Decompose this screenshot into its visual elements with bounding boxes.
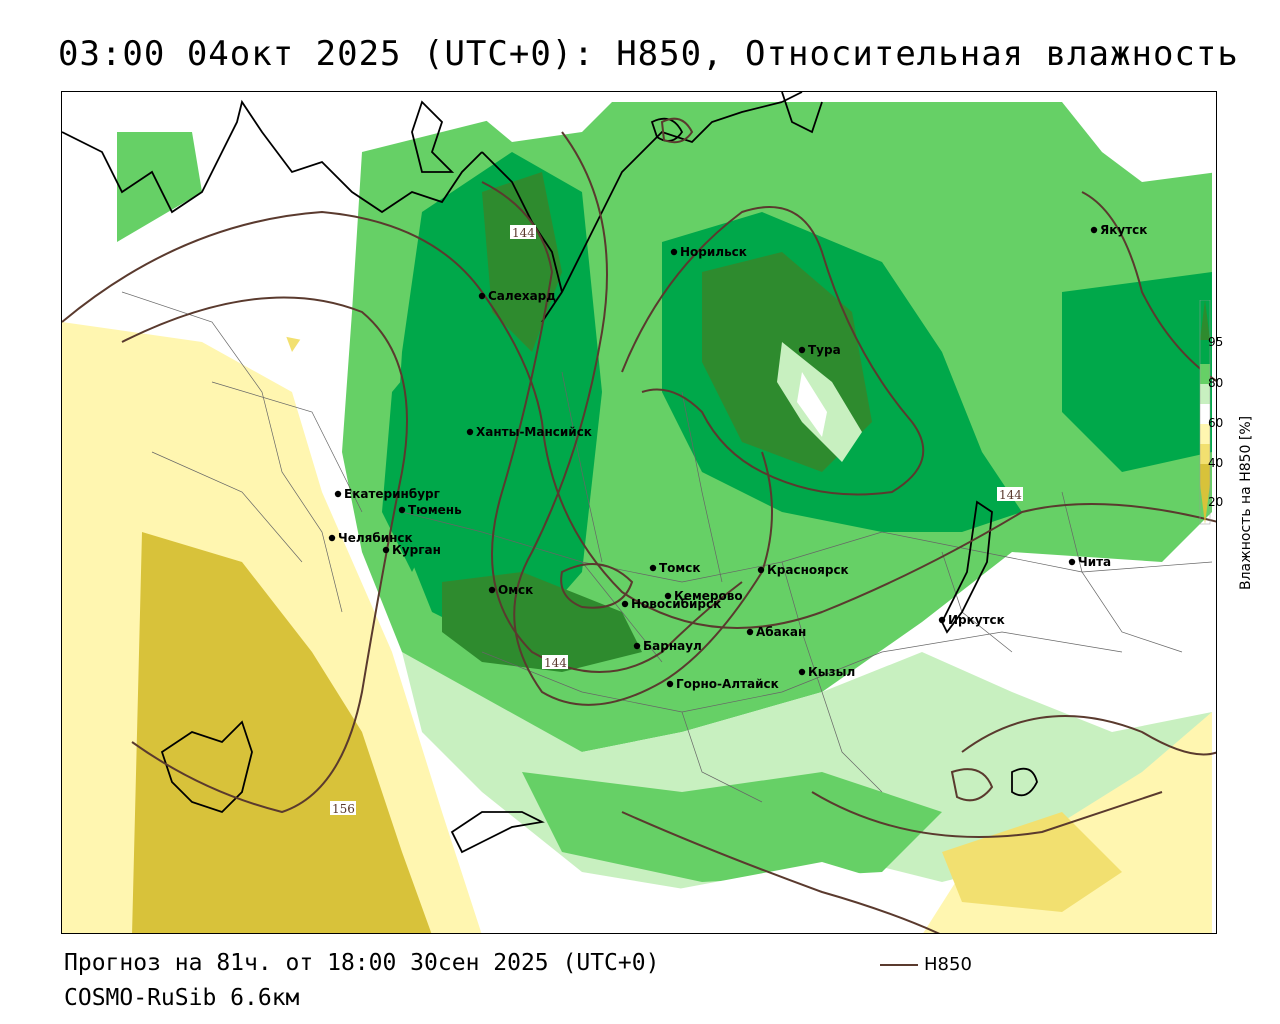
city-dot [757, 566, 765, 574]
city-label: Екатеринбург [344, 487, 440, 501]
city-label: Томск [659, 561, 701, 575]
city-marker: Барнаул [633, 639, 702, 653]
city-label: Якутск [1100, 223, 1147, 237]
city-dot [466, 428, 474, 436]
colorbar-swatch-80 [1200, 364, 1210, 384]
city-label: Горно-Алтайск [676, 677, 779, 691]
city-label: Красноярск [767, 563, 849, 577]
city-marker: Новосибирск [621, 597, 721, 611]
colorbar-swatch-20 [1200, 464, 1210, 484]
forecast-info: Прогноз на 81ч. от 18:00 30сен 2025 (UTC… [64, 950, 660, 976]
city-dot [478, 292, 486, 300]
city-marker: Омск [488, 583, 533, 597]
city-marker: Курган [382, 543, 441, 557]
city-label: Кемерово [674, 589, 743, 603]
city-label: Абакан [756, 625, 806, 639]
colorbar-tick: 20 [1208, 495, 1223, 509]
contour-label: 144 [512, 226, 535, 240]
contour-label-group: 144 144 144 156 [330, 225, 1023, 816]
city-label: Тюмень [408, 503, 462, 517]
city-dot [664, 592, 672, 600]
humidity-field [62, 92, 1216, 933]
city-label: Новосибирск [631, 597, 721, 611]
city-label: Ханты-Мансийск [476, 425, 592, 439]
city-dot [1090, 226, 1098, 234]
city-marker: Горно-Алтайск [666, 677, 779, 691]
city-marker: Тура [798, 343, 841, 357]
city-marker: Тюмень [398, 503, 462, 517]
contour-legend-label: H850 [924, 954, 972, 975]
city-marker: Абакан [746, 625, 806, 639]
city-marker: Томск [649, 561, 701, 575]
city-dot [398, 506, 406, 514]
city-dot [649, 564, 657, 572]
city-label: Курган [392, 543, 441, 557]
city-label: Иркутск [948, 613, 1005, 627]
city-label: Челябинск [338, 531, 413, 545]
city-marker: Якутск [1090, 223, 1147, 237]
colorbar-swatch-95 [1200, 340, 1210, 364]
colorbar: 95 80 60 40 20 [1199, 300, 1223, 525]
colorbar-tick: 95 [1208, 335, 1223, 349]
city-dot [382, 546, 390, 554]
contour-legend: H850 [880, 954, 972, 975]
colorbar-tick: 80 [1208, 376, 1223, 390]
city-marker: Салехард [478, 289, 556, 303]
colorbar-swatch-50 [1200, 404, 1210, 424]
map-area: 144 144 144 156 Якутск Норильск Салехард Ту… [61, 91, 1217, 934]
city-dot [670, 248, 678, 256]
city-label: Тура [808, 343, 841, 357]
city-dot [798, 668, 806, 676]
city-label: Кызыл [808, 665, 855, 679]
city-marker: Челябинск [328, 531, 413, 545]
city-dot [488, 586, 496, 594]
colorbar-swatch-40 [1200, 424, 1210, 444]
map-title: 03:00 04окт 2025 (UTC+0): H850, Относите… [58, 34, 1239, 74]
contour-label: 156 [332, 802, 355, 816]
city-marker: Чита [1068, 555, 1111, 569]
region-borders [121, 291, 1213, 803]
city-dot [746, 628, 754, 636]
city-marker: Кызыл [798, 665, 855, 679]
colorbar-title: Влажность на H850 [%] [1238, 415, 1254, 590]
contour-label: 144 [544, 656, 567, 670]
city-dot [633, 642, 641, 650]
colorbar-top-arrow [1200, 300, 1210, 340]
city-marker: Норильск [670, 245, 747, 259]
city-dot [328, 534, 336, 542]
city-label: Салехард [488, 289, 556, 303]
city-dot [798, 346, 806, 354]
cities-layer: Якутск Норильск Салехард Тура Ханты-Мансийск… [328, 223, 1147, 691]
city-label: Омск [498, 583, 533, 597]
colorbar-tick: 60 [1208, 416, 1223, 430]
colorbar-swatch-60 [1200, 384, 1210, 404]
city-dot [621, 600, 629, 608]
city-marker: Ханты-Мансийск [466, 425, 592, 439]
city-marker: Кемерово [664, 589, 743, 603]
model-name: COSMO-RuSib 6.6км [64, 985, 300, 1011]
map-canvas: 144 144 144 156 Якутск Норильск Салехард Ту… [62, 92, 1216, 933]
colorbar-swatch-30 [1200, 444, 1210, 464]
colorbar-bottom-arrow [1200, 484, 1210, 524]
city-dot [938, 616, 946, 624]
city-marker: Иркутск [938, 613, 1005, 627]
city-label: Норильск [680, 245, 747, 259]
h850-contours [62, 117, 1216, 933]
contour-label: 144 [999, 488, 1022, 502]
city-label: Чита [1078, 555, 1111, 569]
city-marker: Красноярск [757, 563, 849, 577]
city-dot [1068, 558, 1076, 566]
city-dot [666, 680, 674, 688]
coastline [62, 92, 1038, 854]
contour-legend-line [880, 963, 918, 966]
colorbar-tick: 40 [1208, 456, 1223, 470]
city-label: Барнаул [643, 639, 702, 653]
city-marker: Екатеринбург [334, 487, 440, 501]
city-dot [334, 490, 342, 498]
